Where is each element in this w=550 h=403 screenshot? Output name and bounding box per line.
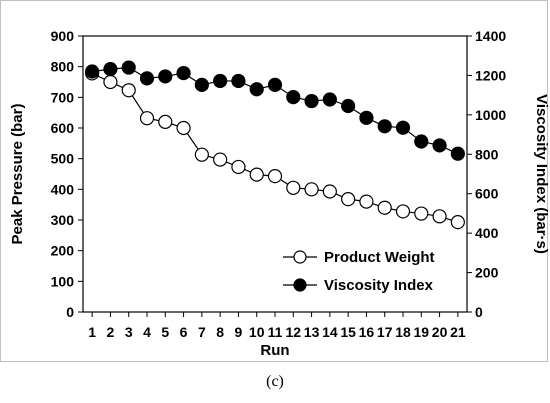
y-left-tick-label: 900: [51, 28, 75, 44]
y-left-tick-label: 600: [51, 120, 75, 136]
data-point-product-weight: [176, 120, 191, 136]
data-point-viscosity-index: [231, 73, 246, 89]
data-point-viscosity-index: [450, 146, 465, 161]
series-line-product-weight: [91, 72, 459, 223]
data-point-viscosity-index: [395, 120, 411, 135]
data-point-product-weight: [194, 147, 209, 162]
data-point-viscosity-index: [213, 73, 228, 89]
chart-axes: 0 100 200 300 400 500 600 700 800 900 0 200 400 600 80…: [51, 28, 507, 340]
data-point-product-weight: [158, 114, 173, 129]
y-left-tick-label: 300: [51, 212, 75, 228]
data-point-viscosity-index: [341, 98, 356, 114]
x-tick-label: 18: [395, 324, 411, 340]
legend-marker-product-weight: [293, 250, 307, 264]
figure-caption: (c): [266, 373, 284, 390]
data-point-viscosity-index: [286, 90, 301, 105]
x-tick-label: 10: [249, 324, 265, 340]
data-point-product-weight: [267, 169, 283, 184]
data-point-viscosity-index: [121, 60, 136, 75]
data-point-product-weight: [377, 200, 392, 215]
data-point-product-weight: [432, 209, 447, 224]
data-point-viscosity-index: [414, 134, 429, 149]
data-point-product-weight: [121, 83, 136, 98]
data-point-product-weight: [286, 180, 301, 195]
x-tick-label: 1: [88, 324, 96, 340]
x-tick-label: 13: [304, 324, 320, 340]
data-point-product-weight: [450, 215, 465, 230]
y-right-tick-label: 400: [475, 225, 499, 241]
data-point-viscosity-index: [158, 69, 173, 84]
data-point-viscosity-index: [176, 65, 191, 81]
y-left-tick-label: 200: [51, 243, 75, 259]
x-tick-label: 17: [377, 324, 393, 340]
chart-series: [85, 60, 465, 230]
x-tick-label: 3: [125, 324, 133, 340]
legend-marker-viscosity-index: [293, 278, 307, 292]
y-left-tick-label: 800: [51, 59, 75, 75]
legend-label-product-weight: Product Weight: [324, 249, 435, 266]
chart-legend: Product Weight Viscosity Index: [283, 249, 435, 294]
x-tick-label: 21: [450, 324, 466, 340]
data-point-viscosity-index: [304, 93, 319, 109]
x-tick-label: 16: [359, 324, 375, 340]
y-left-tick-label: 100: [51, 273, 75, 289]
data-point-viscosity-index: [194, 77, 209, 92]
y-axis-right-title: Viscosity Index (bar·s): [533, 94, 550, 254]
x-tick-label: 20: [432, 324, 448, 340]
data-point-product-weight: [359, 194, 374, 209]
y-right-tick-label: 1200: [475, 67, 506, 83]
y-right-tick-label: 1000: [475, 107, 506, 123]
data-point-product-weight: [341, 192, 356, 207]
y-right-tick-label: 1400: [475, 28, 506, 44]
y-left-tick-label: 0: [66, 304, 74, 320]
y-right-tick-label: 0: [475, 304, 483, 320]
data-point-viscosity-index: [249, 82, 264, 97]
y-left-tick-label: 400: [51, 181, 75, 197]
data-point-viscosity-index: [377, 119, 392, 134]
y-left-tick-label: 700: [51, 89, 75, 105]
data-point-product-weight: [103, 74, 118, 90]
data-point-product-weight: [231, 159, 246, 175]
x-tick-label: 15: [340, 324, 356, 340]
data-point-viscosity-index: [267, 77, 283, 92]
y-right-tick-label: 800: [475, 146, 499, 162]
x-tick-label: 6: [180, 324, 188, 340]
y-right-tick-label: 200: [475, 265, 499, 281]
x-tick-label: 11: [268, 324, 283, 340]
data-point-product-weight: [304, 182, 319, 197]
data-point-product-weight: [249, 167, 264, 182]
data-point-product-weight: [414, 206, 429, 221]
dual-axis-line-chart: 0 100 200 300 400 500 600 700 800 900 0 200 400 600 80…: [9, 28, 550, 359]
data-point-viscosity-index: [85, 64, 100, 79]
x-tick-label: 7: [198, 324, 206, 340]
x-tick-label: 9: [235, 324, 243, 340]
data-point-product-weight: [395, 204, 411, 219]
x-tick-label: 8: [216, 324, 224, 340]
data-point-viscosity-index: [103, 62, 118, 77]
x-tick-label: 14: [322, 324, 338, 340]
x-tick-label: 4: [143, 324, 151, 340]
data-point-viscosity-index: [139, 71, 155, 86]
y-axis-left-title: Peak Pressure (bar): [9, 104, 26, 245]
x-tick-label: 19: [413, 324, 429, 340]
data-point-product-weight: [213, 152, 228, 167]
data-point-product-weight: [322, 184, 337, 199]
x-tick-label: 2: [107, 324, 115, 340]
y-left-tick-label: 500: [51, 151, 75, 167]
data-point-viscosity-index: [432, 138, 447, 153]
x-tick-label: 12: [285, 324, 301, 340]
data-point-viscosity-index: [322, 92, 337, 107]
x-axis-title: Run: [260, 342, 289, 359]
y-right-tick-label: 600: [475, 186, 499, 202]
x-tick-label: 5: [161, 324, 169, 340]
figure-frame: [0, 0, 548, 362]
legend-label-viscosity-index: Viscosity Index: [324, 277, 434, 294]
data-point-viscosity-index: [359, 110, 374, 125]
data-point-product-weight: [139, 111, 155, 126]
